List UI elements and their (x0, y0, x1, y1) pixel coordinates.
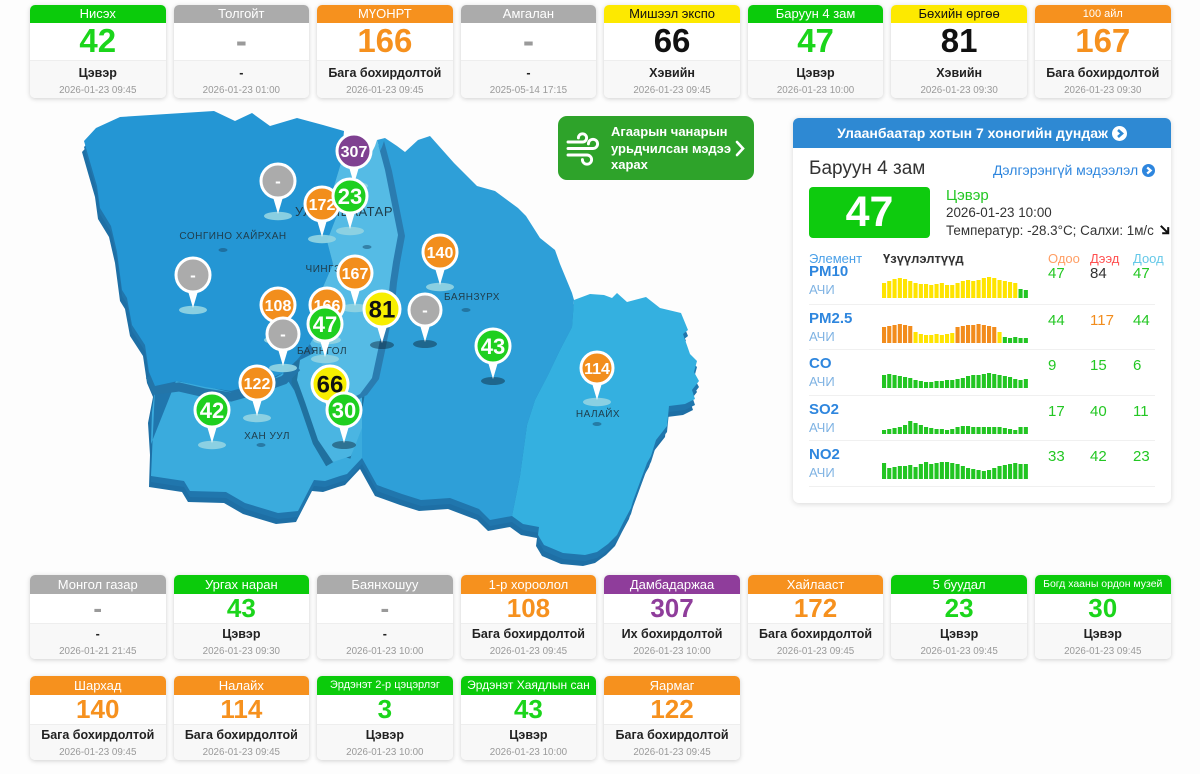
svg-text:ХАН УУЛ: ХАН УУЛ (244, 431, 290, 442)
svg-text:140: 140 (427, 245, 454, 262)
svg-text:307: 307 (341, 144, 368, 161)
svg-text:СОНГИНО ХАЙРХАН: СОНГИНО ХАЙРХАН (179, 229, 286, 242)
svg-text:81: 81 (369, 297, 396, 324)
svg-text:30: 30 (332, 398, 356, 423)
svg-text:БАЯНЗҮРХ: БАЯНЗҮРХ (444, 292, 500, 303)
svg-text:167: 167 (342, 266, 369, 283)
svg-text:172: 172 (309, 197, 336, 214)
svg-text:23: 23 (338, 184, 362, 209)
svg-text:43: 43 (481, 334, 505, 359)
svg-text:-: - (280, 325, 286, 344)
svg-text:НАЛАЙХ: НАЛАЙХ (576, 407, 620, 420)
svg-text:122: 122 (244, 376, 271, 393)
svg-text:-: - (275, 172, 281, 191)
svg-text:47: 47 (313, 312, 337, 337)
svg-text:БАЯНГОЛ: БАЯНГОЛ (297, 346, 347, 357)
svg-text:-: - (190, 266, 196, 285)
svg-text:-: - (422, 301, 428, 320)
svg-text:114: 114 (584, 361, 610, 378)
svg-text:42: 42 (200, 398, 224, 423)
svg-text:108: 108 (265, 298, 292, 315)
